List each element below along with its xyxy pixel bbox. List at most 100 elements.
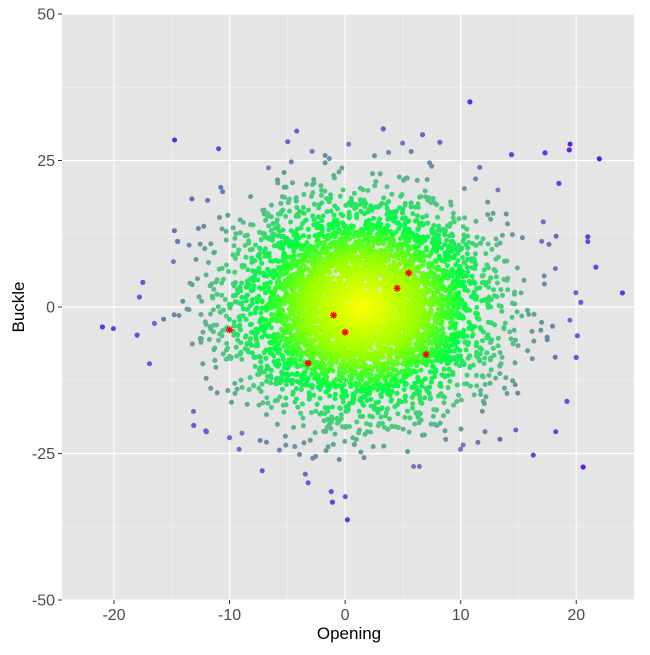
cloud-point: [397, 175, 402, 180]
cloud-point: [232, 243, 237, 248]
cloud-point: [200, 361, 205, 366]
cloud-point: [532, 312, 537, 317]
cloud-point: [266, 223, 271, 228]
cloud-point: [300, 221, 305, 226]
cloud-point: [290, 372, 295, 377]
cloud-point: [309, 249, 314, 254]
cloud-point: [362, 211, 367, 216]
cloud-point: [530, 329, 535, 334]
cloud-point: [486, 242, 491, 247]
cloud-point: [255, 299, 260, 304]
cloud-point: [232, 236, 237, 241]
cloud-point: [454, 399, 459, 404]
cloud-point: [501, 277, 506, 282]
cloud-point: [510, 301, 515, 306]
cloud-point: [485, 212, 490, 217]
cloud-point: [294, 386, 299, 391]
cloud-point: [374, 374, 379, 379]
cloud-point: [294, 396, 299, 401]
cloud-point: [172, 312, 177, 317]
cloud-point: [264, 440, 269, 445]
cloud-point: [585, 239, 590, 244]
cloud-point: [268, 280, 273, 285]
cloud-point: [347, 215, 352, 220]
cloud-point: [244, 317, 249, 322]
cloud-point: [362, 455, 367, 460]
cloud-point: [496, 343, 501, 348]
cloud-point: [205, 198, 210, 203]
cloud-point: [474, 340, 479, 345]
cloud-point: [553, 266, 558, 271]
cloud-point: [318, 396, 323, 401]
cloud-point: [381, 195, 386, 200]
cloud-point: [442, 232, 447, 237]
cloud-point: [499, 361, 504, 366]
cloud-point: [511, 341, 516, 346]
cloud-point: [327, 199, 332, 204]
cloud-point: [467, 279, 472, 284]
cloud-point: [297, 452, 302, 457]
cloud-point: [171, 259, 176, 264]
cloud-point: [515, 265, 520, 270]
cloud-point: [329, 209, 334, 214]
cloud-point: [461, 224, 466, 229]
cloud-point: [417, 195, 422, 200]
cloud-point: [275, 422, 280, 427]
cloud-point: [283, 214, 288, 219]
cloud-point: [258, 438, 263, 443]
cloud-point: [368, 286, 373, 291]
cloud-point: [281, 228, 286, 233]
cloud-point: [435, 215, 440, 220]
cloud-point: [346, 142, 351, 147]
cloud-point: [333, 269, 338, 274]
cloud-point: [319, 218, 324, 223]
cloud-point: [456, 393, 461, 398]
cloud-point: [220, 266, 225, 271]
cloud-point: [212, 250, 217, 255]
cloud-point: [419, 368, 424, 373]
cloud-point: [275, 181, 280, 186]
cloud-point: [452, 349, 457, 354]
cloud-point: [291, 249, 296, 254]
cloud-point: [446, 385, 451, 390]
cloud-point: [502, 386, 507, 391]
cloud-point: [389, 192, 394, 197]
cloud-point: [264, 412, 269, 417]
cloud-point: [465, 373, 470, 378]
cloud-point: [327, 236, 332, 241]
cloud-point: [172, 228, 177, 233]
cloud-point: [482, 356, 487, 361]
cloud-point: [417, 222, 422, 227]
cloud-point: [400, 211, 405, 216]
cloud-point: [277, 347, 282, 352]
cloud-point: [474, 383, 479, 388]
cloud-point: [498, 350, 503, 355]
cloud-point: [331, 275, 336, 280]
cloud-point: [398, 194, 403, 199]
cloud-point: [256, 386, 261, 391]
cloud-point: [447, 234, 452, 239]
cloud-point: [227, 317, 232, 322]
cloud-point: [249, 343, 254, 348]
cloud-point: [525, 348, 530, 353]
cloud-point: [510, 378, 515, 383]
cloud-point: [310, 383, 315, 388]
cloud-point: [319, 193, 324, 198]
cloud-point: [462, 260, 467, 265]
cloud-point: [172, 138, 177, 143]
cloud-point: [375, 387, 380, 392]
cloud-point: [415, 375, 420, 380]
cloud-point: [315, 402, 320, 407]
cloud-point: [412, 381, 417, 386]
cloud-point: [397, 398, 402, 403]
cloud-point: [442, 400, 447, 405]
cloud-point: [211, 287, 216, 292]
cloud-point: [409, 149, 414, 154]
cloud-point: [478, 388, 483, 393]
cloud-point: [420, 433, 425, 438]
cloud-point: [376, 241, 381, 246]
cloud-point: [480, 373, 485, 378]
cloud-point: [443, 428, 448, 433]
cloud-point: [361, 187, 366, 192]
cloud-point: [217, 215, 222, 220]
